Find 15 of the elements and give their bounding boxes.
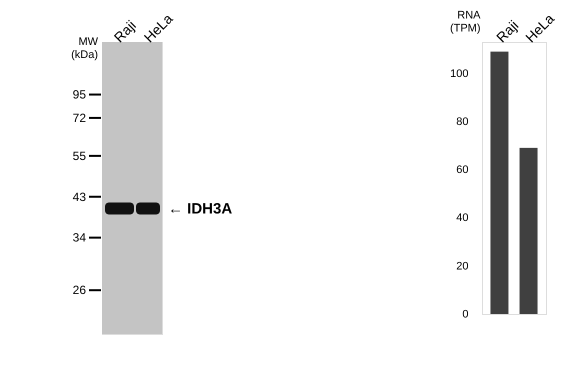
text: 95	[72, 88, 86, 102]
y-tick-label: 40	[456, 212, 468, 224]
text: 72	[72, 110, 86, 125]
y-tick-label: 80	[456, 116, 468, 128]
text: 55	[72, 148, 86, 163]
y-tick-label: 0	[462, 308, 468, 320]
text: ← IDH3A	[168, 200, 232, 218]
y-tick-label: 60	[456, 164, 468, 176]
text: 43	[72, 190, 86, 204]
text: 34	[72, 230, 86, 245]
text: MW (kDa)	[71, 36, 99, 61]
text: 26	[72, 283, 86, 298]
y-tick-label: 20	[456, 260, 468, 272]
y-axis-title: RNA (TPM)	[450, 10, 482, 34]
y-tick-label: 100	[450, 68, 468, 80]
